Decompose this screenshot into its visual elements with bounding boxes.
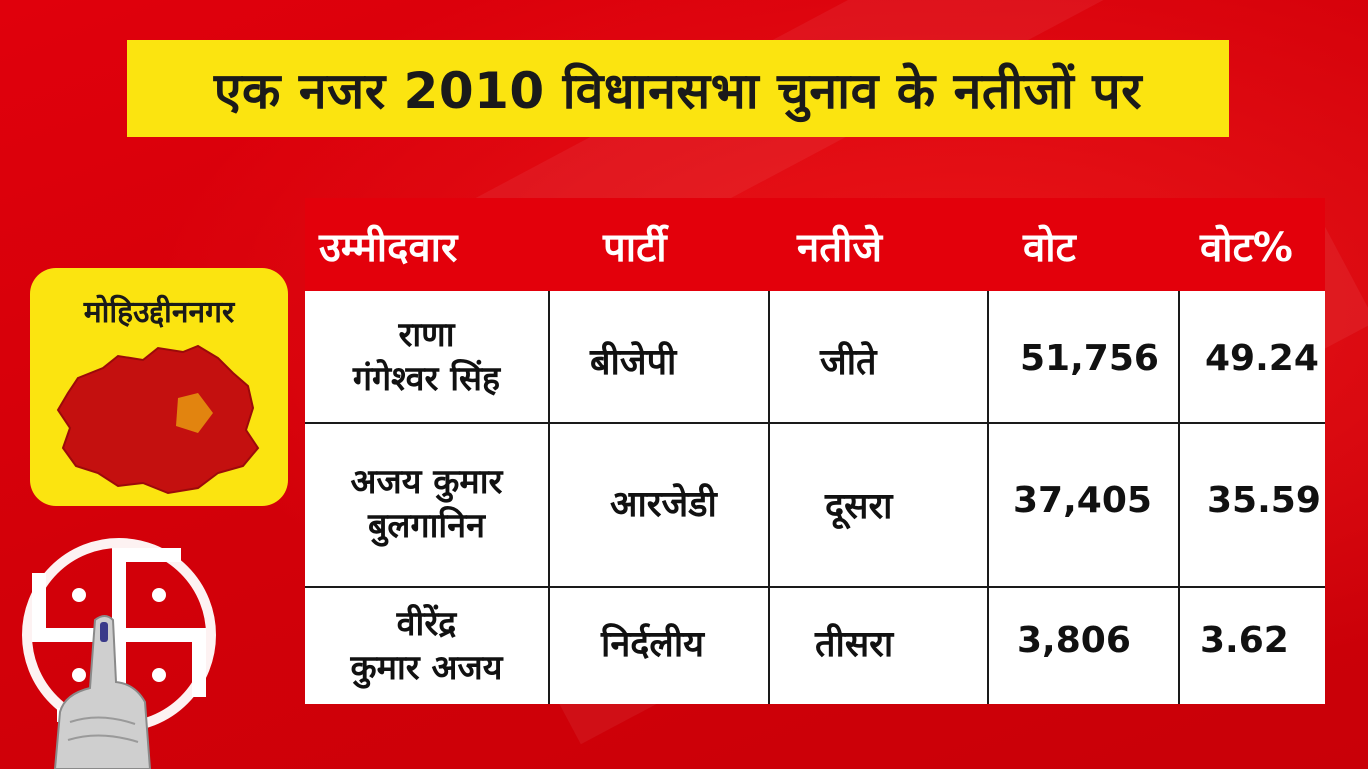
title-banner: एक नजर 2010 विधानसभा चुनाव के नतीजों पर bbox=[127, 40, 1229, 137]
results-table: उम्मीदवार पार्टी नतीजे वोट वोट% राणा गंग… bbox=[305, 198, 1325, 704]
constituency-card: मोहिउद्दीननगर bbox=[30, 268, 288, 506]
table-row-3-result: तीसरा bbox=[815, 624, 894, 665]
grid-divider bbox=[1178, 291, 1180, 704]
grid-divider bbox=[305, 422, 1325, 424]
table-header-row: उम्मीदवार पार्टी नतीजे वोट वोट% bbox=[305, 198, 1325, 291]
table-row-1-result: जीते bbox=[820, 342, 877, 383]
table-row-3-votes: 3,806 bbox=[1017, 620, 1131, 661]
constituency-name: मोहिउद्दीननगर bbox=[83, 295, 235, 330]
table-row-2-result: दूसरा bbox=[825, 486, 893, 527]
table-row-3-candidate: वीरेंद्र कुमार अजय bbox=[350, 604, 503, 688]
table-row-3-party: निर्दलीय bbox=[601, 624, 705, 665]
table-row-2-candidate: अजय कुमार बुलगानिन bbox=[350, 462, 503, 546]
header-candidate: उम्मीदवार bbox=[319, 225, 458, 271]
page-title: एक नजर 2010 विधानसभा चुनाव के नतीजों पर bbox=[213, 61, 1143, 120]
table-row-1-vote-percent: 49.24 bbox=[1205, 338, 1319, 379]
table-row-3-vote-percent: 3.62 bbox=[1200, 620, 1289, 661]
table-row-1-votes: 51,756 bbox=[1020, 338, 1159, 379]
grid-divider bbox=[548, 291, 550, 704]
header-party: पार्टी bbox=[603, 225, 667, 271]
header-vote-percent: वोट% bbox=[1200, 225, 1293, 271]
table-row-1-party: बीजेपी bbox=[590, 342, 677, 383]
inked-finger-icon bbox=[53, 615, 152, 769]
grid-divider bbox=[987, 291, 989, 704]
table-row-1-candidate: राणा गंगेश्वर सिंह bbox=[352, 315, 501, 399]
grid-divider bbox=[305, 586, 1325, 588]
table-row-2-vote-percent: 35.59 bbox=[1207, 480, 1321, 521]
header-votes: वोट bbox=[1023, 225, 1076, 271]
constituency-map-icon bbox=[56, 344, 260, 495]
table-row-2-party: आरजेडी bbox=[610, 484, 717, 525]
table-row-2-votes: 37,405 bbox=[1013, 480, 1152, 521]
header-result: नतीजे bbox=[797, 225, 883, 271]
grid-divider bbox=[768, 291, 770, 704]
